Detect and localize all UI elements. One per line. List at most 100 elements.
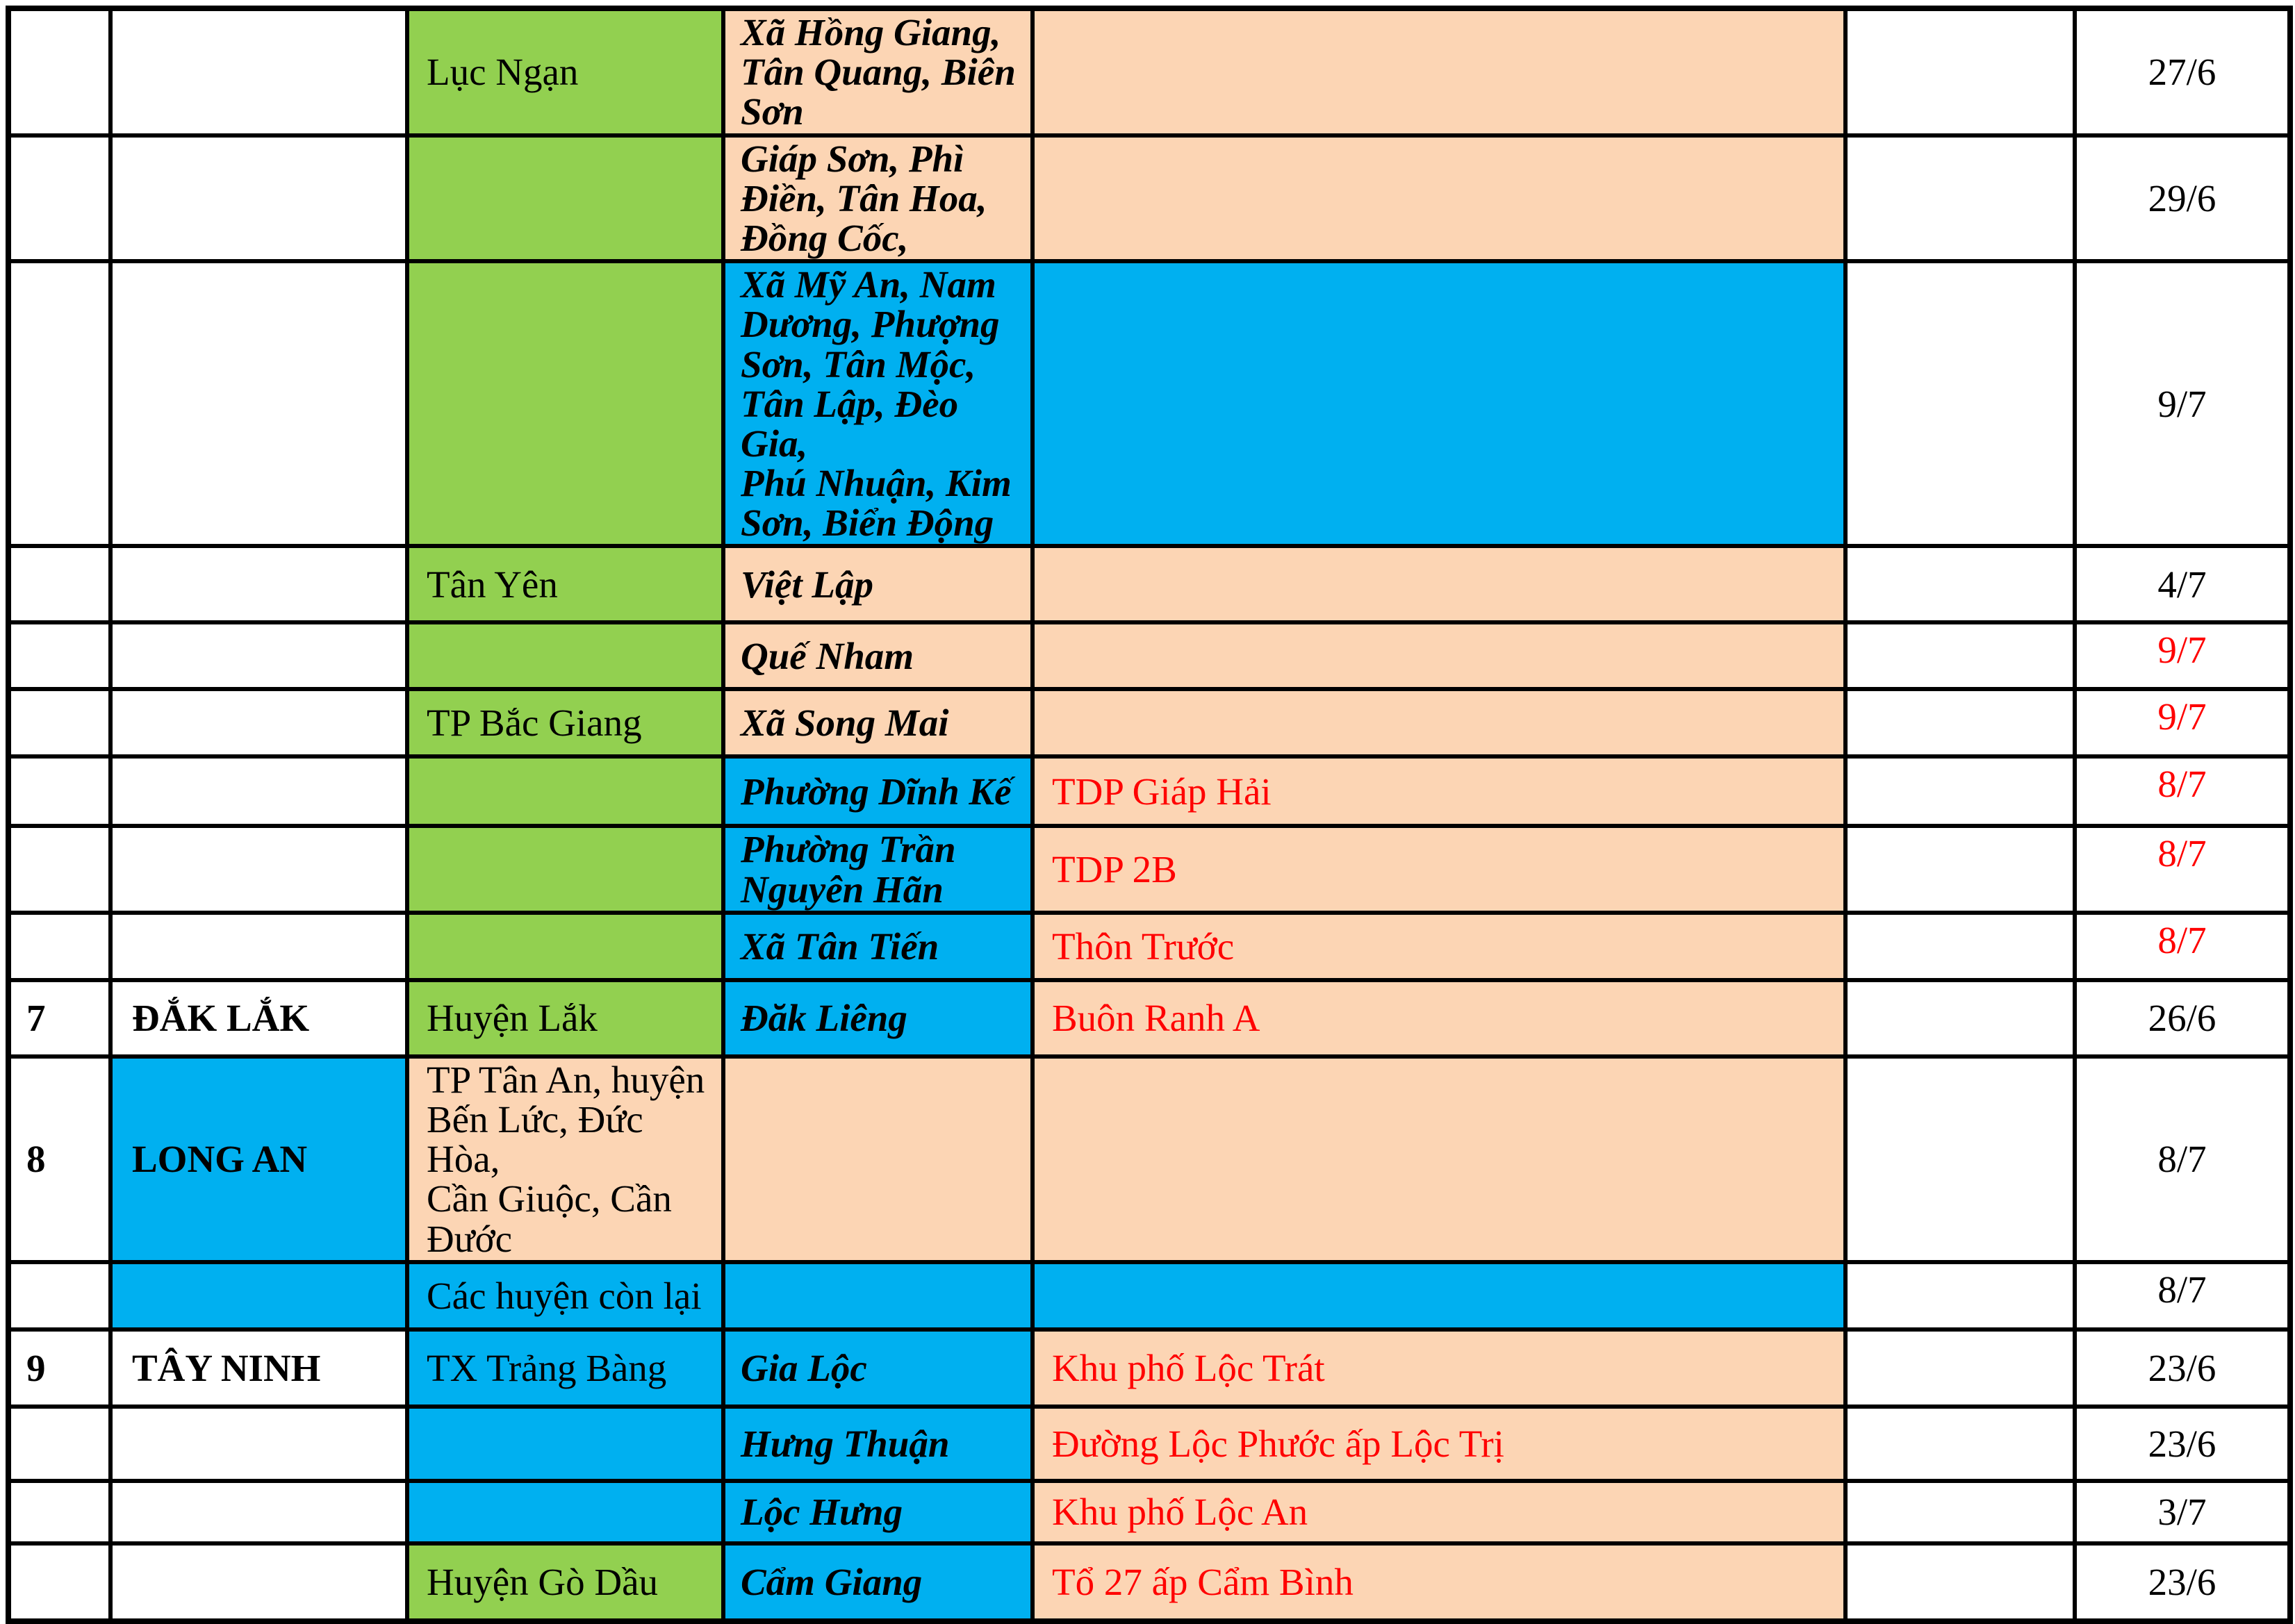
cell-date: 8/7	[2073, 1054, 2292, 1264]
cell-detail	[1030, 259, 1848, 549]
cell-date: 23/6	[2073, 1541, 2292, 1623]
cell-commune: Cẩm Giang	[721, 1541, 1035, 1623]
cell-date: 9/7	[2073, 620, 2292, 692]
cell-commune	[721, 1054, 1035, 1264]
cell-detail: TDP Giáp Hải	[1030, 754, 1848, 829]
cell-province	[108, 824, 409, 915]
table-row: Phường Trần Nguyên Hãn TDP 2B 8/7	[6, 824, 2292, 915]
cell-commune: Xã Hồng Giang, Tân Quang, Biên Sơn	[721, 6, 1035, 138]
cell-commune: Phường Dĩnh Kế	[721, 754, 1035, 829]
cell-province	[108, 754, 409, 829]
cell-no	[6, 1259, 113, 1332]
cell-date: 9/7	[2073, 259, 2292, 549]
table-row: TP Bắc Giang Xã Song Mai 9/7	[6, 687, 2292, 759]
cell-district: Huyện Lắk	[405, 977, 725, 1059]
cell-no: 7	[6, 977, 113, 1059]
cell-district	[405, 133, 725, 264]
province-commune-schedule-table: Lục Ngạn Xã Hồng Giang, Tân Quang, Biên S…	[6, 6, 2293, 1624]
cell-commune: Lộc Hưng	[721, 1478, 1035, 1546]
cell-no	[6, 687, 113, 759]
cell-district	[405, 754, 725, 829]
cell-date: 8/7	[2073, 754, 2292, 829]
cell-date: 23/6	[2073, 1327, 2292, 1409]
cell-province	[108, 1478, 409, 1546]
cell-province	[108, 133, 409, 264]
cell-district	[405, 1478, 725, 1546]
table-row: 9 TÂY NINH TX Trảng Bàng Gia Lộc Khu phố Lộc…	[6, 1327, 2292, 1409]
cell-date: 3/7	[2073, 1478, 2292, 1546]
cell-no	[6, 1404, 113, 1483]
cell-detail: Khu phố Lộc An	[1030, 1478, 1848, 1546]
cell-spare	[1843, 259, 2077, 549]
cell-date: 8/7	[2073, 910, 2292, 982]
cell-spare	[1843, 1478, 2077, 1546]
cell-no	[6, 620, 113, 692]
cell-detail: Khu phố Lộc Trát	[1030, 1327, 1848, 1409]
cell-no	[6, 910, 113, 982]
cell-detail: Buôn Ranh A	[1030, 977, 1848, 1059]
cell-commune: Giáp Sơn, Phì Điền, Tân Hoa, Đồng Cốc,	[721, 133, 1035, 264]
cell-no	[6, 6, 113, 138]
cell-province	[108, 1541, 409, 1623]
cell-spare	[1843, 1327, 2077, 1409]
cell-no: 9	[6, 1327, 113, 1409]
cell-spare	[1843, 620, 2077, 692]
cell-district	[405, 824, 725, 915]
cell-spare	[1843, 1259, 2077, 1332]
cell-date: 8/7	[2073, 1259, 2292, 1332]
table-row: Xã Mỹ An, Nam Dương, Phượng Sơn, Tân Mộc…	[6, 259, 2292, 549]
cell-district: Tân Yên	[405, 544, 725, 625]
cell-detail: Thôn Trước	[1030, 910, 1848, 982]
cell-province	[108, 910, 409, 982]
cell-commune: Phường Trần Nguyên Hãn	[721, 824, 1035, 915]
table-row: Tân Yên Việt Lập 4/7	[6, 544, 2292, 625]
cell-detail: Đường Lộc Phước ấp Lộc Trị	[1030, 1404, 1848, 1483]
cell-spare	[1843, 977, 2077, 1059]
table-row: Phường Dĩnh Kế TDP Giáp Hải 8/7	[6, 754, 2292, 829]
table-row: 7 ĐẮK LẮK Huyện Lắk Đăk Liêng Buôn Ranh A 26/…	[6, 977, 2292, 1059]
cell-no	[6, 824, 113, 915]
cell-spare	[1843, 1541, 2077, 1623]
cell-detail	[1030, 620, 1848, 692]
cell-commune: Xã Tân Tiến	[721, 910, 1035, 982]
cell-commune: Đăk Liêng	[721, 977, 1035, 1059]
cell-date: 26/6	[2073, 977, 2292, 1059]
cell-province	[108, 1259, 409, 1332]
table-row: Huyện Gò Dầu Cẩm Giang Tổ 27 ấp Cẩm Bình 23…	[6, 1541, 2292, 1623]
cell-detail: Tổ 27 ấp Cẩm Bình	[1030, 1541, 1848, 1623]
table-row: 8 LONG AN TP Tân An, huyện Bến Lức, Đức Hò…	[6, 1054, 2292, 1264]
cell-no	[6, 754, 113, 829]
cell-district	[405, 259, 725, 549]
cell-province: ĐẮK LẮK	[108, 977, 409, 1059]
cell-detail	[1030, 1054, 1848, 1264]
table-row: Quế Nham 9/7	[6, 620, 2292, 692]
cell-commune	[721, 1259, 1035, 1332]
cell-province	[108, 1404, 409, 1483]
cell-detail	[1030, 6, 1848, 138]
cell-district: TP Bắc Giang	[405, 687, 725, 759]
cell-no	[6, 133, 113, 264]
cell-date: 23/6	[2073, 1404, 2292, 1483]
table-row: Lộc Hưng Khu phố Lộc An 3/7	[6, 1478, 2292, 1546]
cell-commune: Gia Lộc	[721, 1327, 1035, 1409]
cell-no	[6, 259, 113, 549]
cell-spare	[1843, 1404, 2077, 1483]
cell-district	[405, 1404, 725, 1483]
cell-date: 4/7	[2073, 544, 2292, 625]
table-row: Lục Ngạn Xã Hồng Giang, Tân Quang, Biên S…	[6, 6, 2292, 138]
cell-spare	[1843, 910, 2077, 982]
cell-no	[6, 1478, 113, 1546]
cell-date: 29/6	[2073, 133, 2292, 264]
cell-district: Các huyện còn lại	[405, 1259, 725, 1332]
cell-commune: Quế Nham	[721, 620, 1035, 692]
cell-spare	[1843, 6, 2077, 138]
cell-spare	[1843, 1054, 2077, 1264]
cell-no	[6, 1541, 113, 1623]
cell-detail	[1030, 544, 1848, 625]
cell-district: TP Tân An, huyện Bến Lức, Đức Hòa, Cần G…	[405, 1054, 725, 1264]
cell-spare	[1843, 754, 2077, 829]
cell-detail	[1030, 1259, 1848, 1332]
table-row: Giáp Sơn, Phì Điền, Tân Hoa, Đồng Cốc, 29…	[6, 133, 2292, 264]
table-body: Lục Ngạn Xã Hồng Giang, Tân Quang, Biên S…	[6, 6, 2292, 1623]
